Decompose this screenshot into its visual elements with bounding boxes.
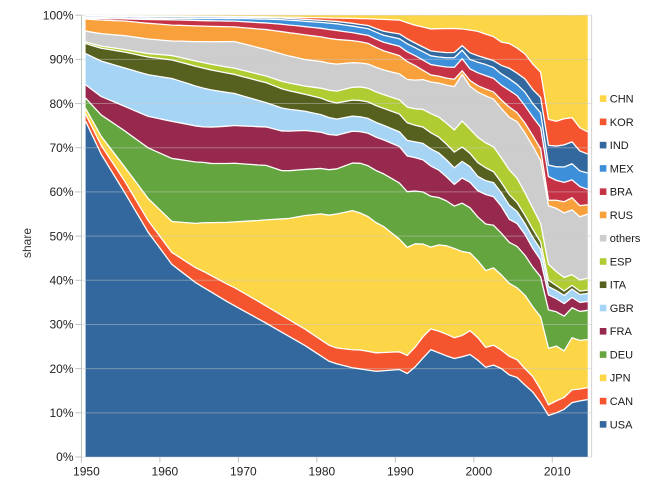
area-GBR <box>85 53 588 304</box>
boundary-others <box>85 30 588 218</box>
boundary-FRA <box>85 84 588 305</box>
legend-swatch-KOR <box>599 118 607 126</box>
legend-swatch-RUS <box>599 211 607 219</box>
legend-label-CHN: CHN <box>610 94 634 106</box>
boundary-CAN <box>85 113 588 406</box>
boundary-DEU <box>85 97 588 317</box>
x-tick-label-1980: 1980 <box>308 465 335 479</box>
area-CHN <box>85 15 588 132</box>
y-tick-label-40: 40% <box>49 273 73 287</box>
boundary-RUS <box>85 18 588 207</box>
boundary-KOR <box>85 14 589 133</box>
y-tick-label-30: 30% <box>49 318 73 332</box>
boundary-ESP <box>85 41 588 281</box>
area-RUS <box>85 19 588 217</box>
legend-label-GBR: GBR <box>610 303 634 315</box>
legend-swatch-others <box>599 234 607 242</box>
legend-label-KOR: KOR <box>610 117 634 129</box>
legend-swatch-DEU <box>599 351 607 358</box>
y-axis-title: share <box>20 228 34 258</box>
legend-swatch-FRA <box>599 328 607 335</box>
legend-swatch-IND <box>599 141 607 149</box>
legend-label-IND: IND <box>610 140 629 152</box>
legend-swatch-CAN <box>599 397 607 405</box>
y-tick-label-10: 10% <box>49 406 73 420</box>
legend-swatch-USA <box>599 421 607 428</box>
legend-label-ESP: ESP <box>610 256 632 268</box>
legend-label-MEX: MEX <box>610 163 635 175</box>
legend-swatch-BRA <box>599 188 607 195</box>
x-tick-label-2010: 2010 <box>544 465 571 479</box>
boundary-GBR <box>85 52 588 297</box>
area-CAN <box>85 114 588 416</box>
x-tick-label-2000: 2000 <box>465 465 492 479</box>
area-BRA <box>85 18 588 206</box>
area-USA <box>85 121 588 457</box>
x-tick-label-1950: 1950 <box>73 465 100 479</box>
legend-swatch-JPN <box>599 374 607 382</box>
legend-label-USA: USA <box>610 419 633 431</box>
x-tick-label-1970: 1970 <box>230 465 257 479</box>
boundary-MEX <box>85 16 588 174</box>
boundary-JPN <box>85 108 588 352</box>
legend-swatch-ESP <box>599 258 607 265</box>
legend-label-JPN: JPN <box>610 373 631 385</box>
boundary-USA <box>85 120 588 417</box>
legend-swatch-ITA <box>599 281 607 289</box>
y-tick-label-90: 90% <box>49 53 73 67</box>
x-tick-label-1990: 1990 <box>387 465 414 479</box>
area-ITA <box>85 43 588 296</box>
legend-swatch-GBR <box>599 304 607 312</box>
y-tick-label-60: 60% <box>49 185 73 199</box>
area-others <box>85 31 588 281</box>
legend-swatch-CHN <box>599 95 607 102</box>
y-tick-label-50: 50% <box>49 229 73 243</box>
legend-label-RUS: RUS <box>610 210 633 222</box>
legend-label-CAN: CAN <box>610 396 633 408</box>
boundary-BRA <box>85 17 588 190</box>
y-tick-label-70: 70% <box>49 141 73 155</box>
x-tick-label-1960: 1960 <box>152 465 179 479</box>
area-FRA <box>85 84 588 317</box>
legend-label-BRA: BRA <box>610 187 633 199</box>
legend-label-FRA: FRA <box>610 326 633 338</box>
area-JPN <box>85 108 588 405</box>
y-tick-label-100: 100% <box>43 8 74 22</box>
legend-swatch-MEX <box>599 165 607 172</box>
y-tick-label-20: 20% <box>49 362 73 376</box>
legend-label-others: others <box>610 233 641 245</box>
boundary-IND <box>85 15 588 155</box>
y-tick-label-0: 0% <box>56 450 74 464</box>
legend-label-ITA: ITA <box>610 280 627 292</box>
legend-label-DEU: DEU <box>610 349 633 361</box>
y-tick-label-80: 80% <box>49 97 73 111</box>
boundary-ITA <box>85 42 588 292</box>
